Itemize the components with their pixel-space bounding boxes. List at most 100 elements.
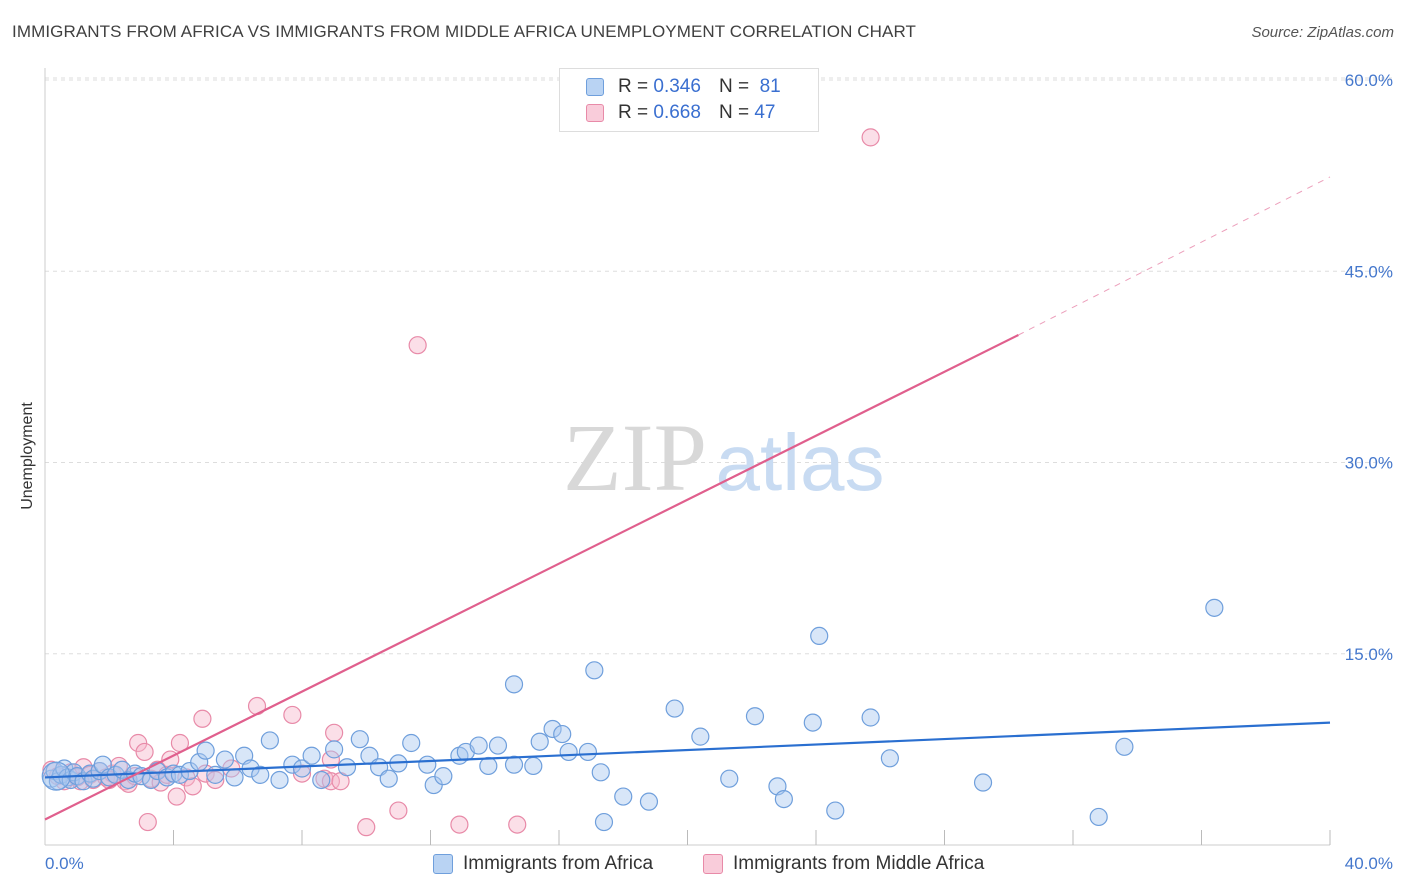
y-tick-label: 45.0% — [1345, 262, 1393, 281]
africa-point — [810, 626, 829, 646]
legend-swatch-africa — [586, 78, 604, 96]
africa-point — [196, 741, 215, 760]
trendlines — [44, 176, 1331, 821]
middle-africa-point — [450, 815, 469, 834]
africa-point — [591, 763, 610, 782]
africa-point — [418, 755, 437, 774]
africa-point — [225, 768, 244, 787]
middle-africa-point — [129, 733, 148, 753]
africa-trendline — [44, 721, 1331, 779]
africa-point — [283, 755, 302, 774]
africa-point — [861, 708, 880, 727]
africa-point — [402, 733, 421, 753]
middle-africa-point — [357, 818, 376, 837]
africa-point — [585, 661, 604, 680]
y-tick-label: 30.0% — [1345, 454, 1393, 473]
africa-point — [524, 756, 543, 776]
middle-africa-point — [206, 770, 225, 790]
legend-row-africa: R = 0.346 N = 81 — [586, 75, 781, 99]
africa-point — [880, 749, 899, 768]
x-tick-label: 40.0% — [1345, 854, 1393, 873]
africa-point — [504, 755, 524, 774]
middle-africa-point — [193, 709, 212, 728]
africa-point — [530, 732, 549, 751]
middle-africa-point — [283, 705, 302, 725]
legend-row-middle-africa: R = 0.668 N = 47 — [586, 101, 775, 125]
africa-point — [302, 746, 321, 765]
axes — [44, 68, 1331, 846]
africa-point — [578, 742, 598, 762]
middle-africa-point — [321, 772, 341, 791]
africa-point — [251, 765, 270, 784]
legend-n-value: 47 — [754, 102, 776, 123]
africa-point — [559, 742, 578, 762]
legend-box: R = 0.346 N = 81 R = 0.668 N = 47 — [559, 68, 819, 132]
middle-africa-point — [167, 787, 186, 806]
africa-point — [379, 769, 398, 788]
gridlines — [45, 77, 1392, 655]
africa-point — [292, 759, 312, 778]
africa-point — [469, 736, 488, 755]
africa-point — [665, 699, 684, 718]
africa-point — [325, 740, 344, 759]
africa-point — [1115, 737, 1134, 756]
legend-n-value: 81 — [759, 76, 781, 97]
series-middle-africa-points — [42, 128, 880, 837]
bottom-legend-label-middle-africa: Immigrants from Middle Africa — [733, 853, 985, 874]
middle-africa-point — [183, 777, 202, 796]
africa-point — [434, 767, 453, 786]
legend-r-value: 0.346 — [653, 76, 701, 97]
middle-africa-point — [408, 336, 427, 355]
africa-point — [350, 730, 369, 749]
africa-point — [774, 789, 793, 809]
middle-africa-point — [389, 801, 408, 820]
africa-point — [803, 713, 822, 732]
africa-point — [504, 675, 524, 694]
bottom-legend-africa: Immigrants from Africa — [433, 852, 653, 876]
africa-point — [543, 719, 562, 739]
middle-africa-point — [135, 742, 154, 762]
africa-point — [1089, 807, 1108, 827]
africa-point — [594, 812, 614, 832]
source-label: Source: ZipAtlas.com — [1251, 24, 1394, 41]
legend-r-label: R = — [618, 76, 649, 97]
africa-point — [260, 731, 279, 750]
africa-point — [826, 801, 845, 820]
africa-point — [745, 707, 765, 726]
africa-point — [973, 773, 993, 792]
africa-point — [270, 770, 289, 790]
middle-africa-trendline — [44, 334, 1019, 821]
africa-point — [215, 750, 234, 769]
legend-n-label: N = — [718, 102, 750, 123]
y-tick-label: 15.0% — [1345, 645, 1393, 664]
watermark-atlas: atlas — [716, 418, 885, 507]
middle-africa-trendline-extension — [1018, 176, 1331, 336]
africa-point — [614, 787, 633, 806]
tick-labels: 15.0% 30.0% 45.0% 60.0% 0.0% 40.0% — [45, 71, 1393, 873]
middle-africa-point — [508, 815, 527, 834]
middle-africa-point — [325, 723, 344, 742]
middle-africa-point — [321, 750, 341, 769]
africa-point — [337, 758, 357, 777]
legend-n-label: N = — [718, 76, 750, 97]
middle-africa-point — [861, 128, 880, 147]
y-tick-label: 60.0% — [1345, 71, 1393, 90]
bottom-legend-swatch-africa — [433, 854, 453, 874]
africa-point — [553, 724, 572, 744]
legend-r-label: R = — [618, 102, 649, 123]
africa-point — [720, 769, 739, 788]
bottom-legend-label-africa: Immigrants from Africa — [463, 853, 654, 874]
series-africa-points — [41, 598, 1224, 832]
chart-title: IMMIGRANTS FROM AFRICA VS IMMIGRANTS FRO… — [12, 22, 917, 41]
africa-point — [691, 727, 710, 746]
middle-africa-point — [138, 812, 157, 832]
legend-swatch-middle-africa — [586, 104, 604, 122]
africa-point — [488, 736, 508, 755]
africa-point — [1205, 598, 1224, 617]
x-tick-label: 0.0% — [45, 854, 84, 873]
legend-r-value: 0.668 — [653, 102, 701, 123]
africa-point — [639, 792, 659, 811]
bottom-legend-middle-africa: Immigrants from Middle Africa — [703, 852, 984, 876]
watermark-zip: ZIP — [563, 404, 707, 511]
